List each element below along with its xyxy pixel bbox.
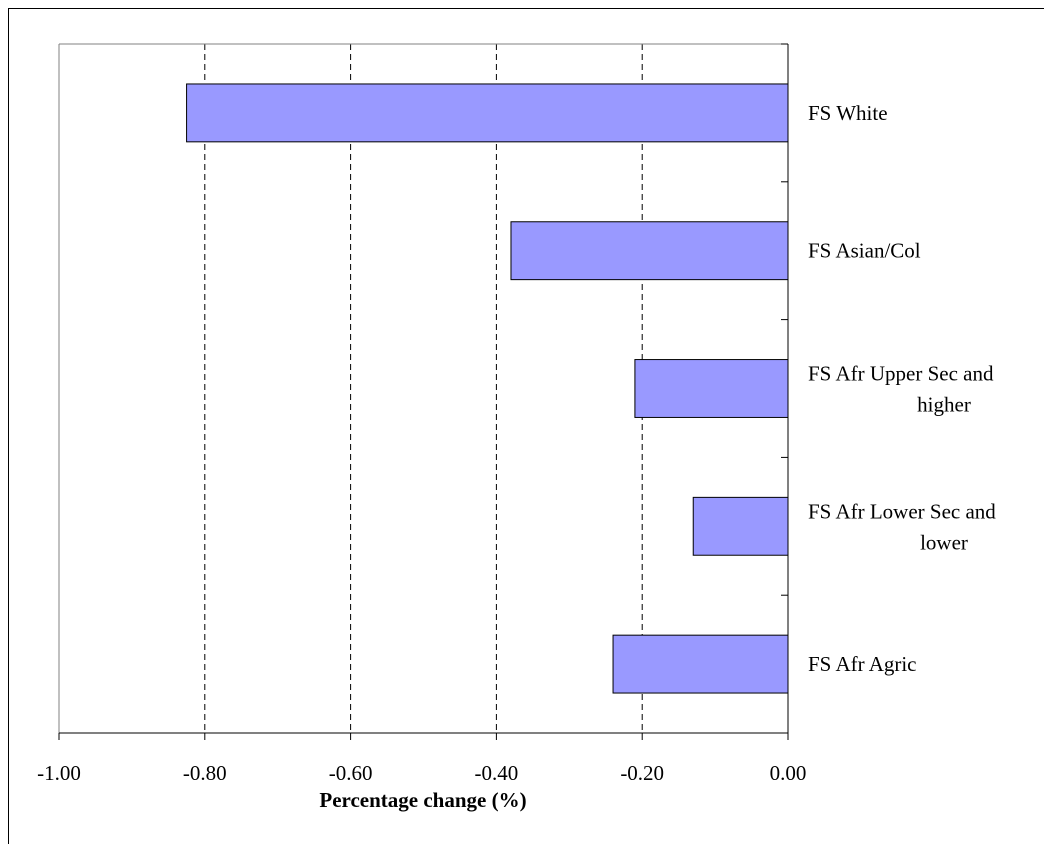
bar bbox=[186, 83, 789, 143]
labels: -1.00 -0.80 -0.60 -0.40 -0.20 0.00 FS White FS … bbox=[37, 101, 996, 785]
bars bbox=[186, 83, 789, 694]
category-label: FS Afr Agric bbox=[808, 652, 917, 676]
x-tick-label: -0.60 bbox=[329, 761, 373, 785]
axes bbox=[58, 43, 789, 740]
category-label: FS Asian/Col bbox=[808, 239, 921, 263]
category-label-line: FS Afr Lower Sec and bbox=[808, 499, 996, 523]
bar bbox=[510, 221, 789, 281]
category-label-line: higher bbox=[917, 393, 971, 417]
x-tick-label: -0.80 bbox=[183, 761, 227, 785]
x-tick-label: -0.20 bbox=[620, 761, 664, 785]
x-tick-label: 0.00 bbox=[770, 761, 807, 785]
chart-frame bbox=[8, 8, 1044, 844]
x-axis-title: Percentage change (%) bbox=[319, 788, 526, 812]
category-label: FS Afr Lower Sec and lower bbox=[808, 499, 996, 554]
bar bbox=[612, 634, 789, 694]
x-tick-label: -0.40 bbox=[475, 761, 519, 785]
bar bbox=[634, 359, 789, 418]
grid-lines bbox=[204, 44, 643, 733]
bar bbox=[692, 496, 789, 556]
category-label: FS Afr Upper Sec and higher bbox=[808, 362, 994, 417]
category-label-line: lower bbox=[920, 530, 968, 554]
category-label-line: FS Afr Upper Sec and bbox=[808, 362, 994, 386]
x-tick-label: -1.00 bbox=[37, 761, 81, 785]
category-label: FS White bbox=[808, 101, 888, 125]
